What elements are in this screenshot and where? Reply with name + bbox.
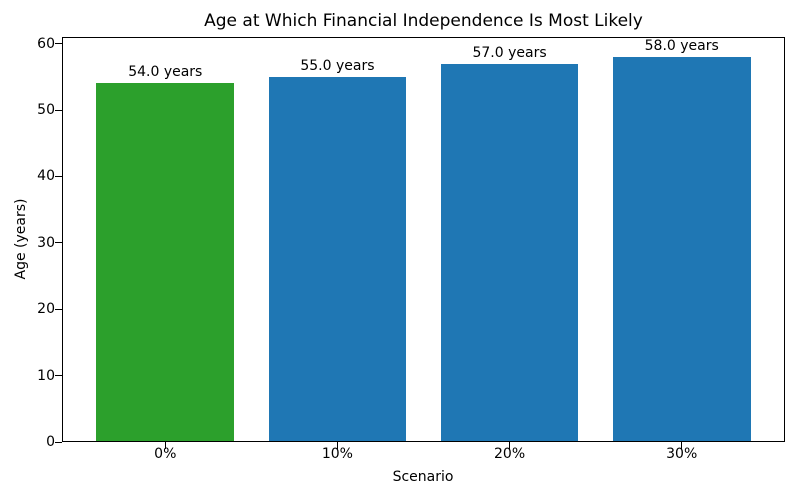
x-tick-label: 0% [154,446,177,462]
y-tick-label: 20 [37,301,55,318]
bar-value-label: 57.0 years [472,44,547,61]
y-tick-label: 0 [46,434,55,450]
bar [96,83,235,442]
bar-value-label: 55.0 years [300,57,375,74]
x-axis-label: Scenario [392,469,454,485]
y-tick-mark [55,242,62,244]
x-tick-label: 10% [321,446,353,462]
y-axis-label: Age (years) [13,198,29,280]
x-tick-mark [336,442,338,449]
y-tick-mark [55,441,62,443]
x-tick-mark [681,442,683,449]
y-tick-label: 30 [37,234,55,251]
y-tick-label: 50 [37,102,55,119]
x-tick-label: 30% [666,446,698,462]
y-tick-mark [55,375,62,377]
x-tick-mark [164,442,166,449]
bar-value-label: 54.0 years [128,64,203,81]
y-tick-label: 40 [37,168,55,185]
chart-title: Age at Which Financial Independence Is M… [204,11,643,31]
y-tick-mark [55,43,62,45]
y-tick-mark [55,175,62,177]
bar [440,63,579,442]
x-tick-mark [509,442,511,449]
y-tick-mark [55,308,62,310]
y-tick-label: 60 [37,35,55,52]
bar [268,76,407,442]
bar-value-label: 58.0 years [644,37,719,54]
bar [612,56,751,442]
y-tick-label: 10 [37,367,55,384]
y-tick-mark [55,109,62,111]
x-tick-label: 20% [494,446,526,462]
